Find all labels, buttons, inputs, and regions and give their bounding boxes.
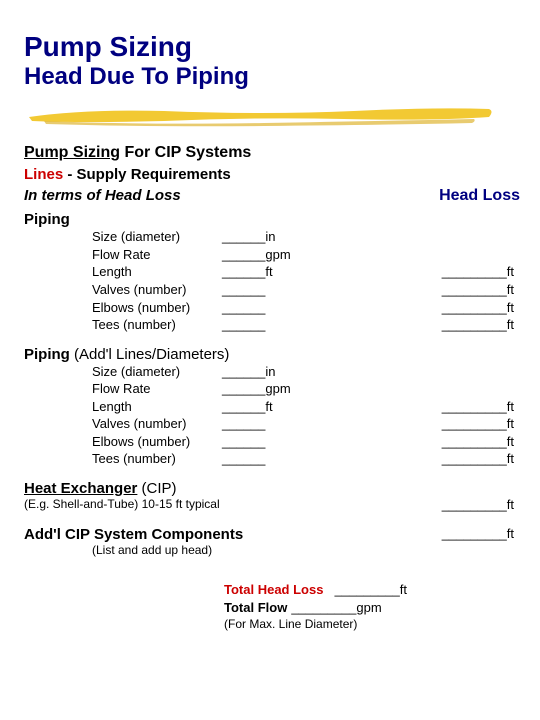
row-mid: ______ [222, 450, 342, 468]
row-right: _________ft [342, 450, 520, 468]
head-loss-label: Head Loss [439, 187, 520, 205]
row-label: Length [92, 398, 222, 416]
row-right [342, 380, 520, 398]
piping-row: Length______ft_________ft [24, 263, 520, 281]
row-mid: ______ [222, 415, 342, 433]
piping-row: Valves (number)_______________ft [24, 281, 520, 299]
row-mid: ______ [222, 299, 342, 317]
row-right: _________ft [342, 415, 520, 433]
lines-rest: - Supply Requirements [63, 166, 231, 183]
lines-heading: Lines - Supply Requirements [24, 166, 520, 183]
decorative-swoosh [24, 99, 504, 129]
page-subtitle: Head Due To Piping [24, 63, 520, 91]
head-loss-row: In terms of Head Loss Head Loss [24, 187, 520, 205]
row-label: Valves (number) [92, 415, 222, 433]
row-right [342, 246, 520, 264]
piping-row: Valves (number)_______________ft [24, 415, 520, 433]
totals-paren: (For Max. Line Diameter) [224, 617, 520, 631]
total-head-label: Total Head Loss [224, 581, 323, 599]
addl-sub: (List and add up head) [24, 543, 520, 557]
row-right: _________ft [342, 281, 520, 299]
page-title: Pump Sizing [24, 32, 520, 61]
row-mid: ______gpm [222, 246, 342, 264]
piping-row: Tees (number)_______________ft [24, 316, 520, 334]
he-sub-left: (E.g. Shell-and-Tube) 10-15 ft typical [24, 497, 442, 512]
cip-heading: Pump Sizing For CIP Systems [24, 144, 520, 162]
row-right [342, 363, 520, 381]
row-mid: ______ [222, 433, 342, 451]
piping-row: Tees (number)_______________ft [24, 450, 520, 468]
total-flow-label: Total Flow [224, 599, 287, 617]
totals-block: Total Head Loss _________ft Total Flow _… [24, 581, 520, 631]
row-mid: ______ [222, 316, 342, 334]
row-mid: ______ [222, 281, 342, 299]
row-mid: ______in [222, 363, 342, 381]
total-flow-val: _________gpm [291, 599, 381, 617]
row-mid: ______ft [222, 398, 342, 416]
he-sub-right: _________ft [442, 497, 520, 512]
row-label: Tees (number) [92, 316, 222, 334]
italic-left: In terms of Head Loss [24, 187, 181, 204]
cip-heading-underline: Pump Sizing [24, 144, 120, 161]
piping2-label-text: Piping [24, 346, 70, 363]
row-label: Valves (number) [92, 281, 222, 299]
total-head-val: _________ft [327, 581, 407, 599]
piping-row: Flow Rate______gpm [24, 380, 520, 398]
row-label: Elbows (number) [92, 433, 222, 451]
he-label: Heat Exchanger [24, 480, 137, 497]
piping-row: Flow Rate______gpm [24, 246, 520, 264]
row-right: _________ft [342, 433, 520, 451]
row-label: Length [92, 263, 222, 281]
piping-row: Size (diameter)______in [24, 363, 520, 381]
row-label: Size (diameter) [92, 228, 222, 246]
row-label: Flow Rate [92, 380, 222, 398]
piping1-label: Piping [24, 211, 520, 228]
piping-row: Elbows (number)_______________ft [24, 433, 520, 451]
he-sub-row: (E.g. Shell-and-Tube) 10-15 ft typical _… [24, 497, 520, 512]
piping-row: Length______ft_________ft [24, 398, 520, 416]
row-label: Size (diameter) [92, 363, 222, 381]
piping-row: Size (diameter)______in [24, 228, 520, 246]
row-label: Elbows (number) [92, 299, 222, 317]
row-right: _________ft [342, 316, 520, 334]
row-right: _________ft [342, 299, 520, 317]
row-label: Flow Rate [92, 246, 222, 264]
row-mid: ______gpm [222, 380, 342, 398]
row-label: Tees (number) [92, 450, 222, 468]
lines-red: Lines [24, 166, 63, 183]
row-mid: ______in [222, 228, 342, 246]
addl-label: Add'l CIP System Components [24, 526, 442, 543]
row-right [342, 228, 520, 246]
piping-row: Elbows (number)_______________ft [24, 299, 520, 317]
piping2-label: Piping (Add'l Lines/Diameters) [24, 346, 520, 363]
heat-exchanger-heading: Heat Exchanger (CIP) [24, 480, 520, 497]
row-right: _________ft [342, 398, 520, 416]
he-paren: (CIP) [137, 480, 176, 497]
cip-heading-rest: For CIP Systems [120, 144, 251, 161]
addl-right: _________ft [442, 526, 520, 543]
addl-heading: Add'l CIP System Components _________ft [24, 526, 520, 543]
piping2-paren: (Add'l Lines/Diameters) [70, 346, 230, 363]
row-mid: ______ft [222, 263, 342, 281]
row-right: _________ft [342, 263, 520, 281]
